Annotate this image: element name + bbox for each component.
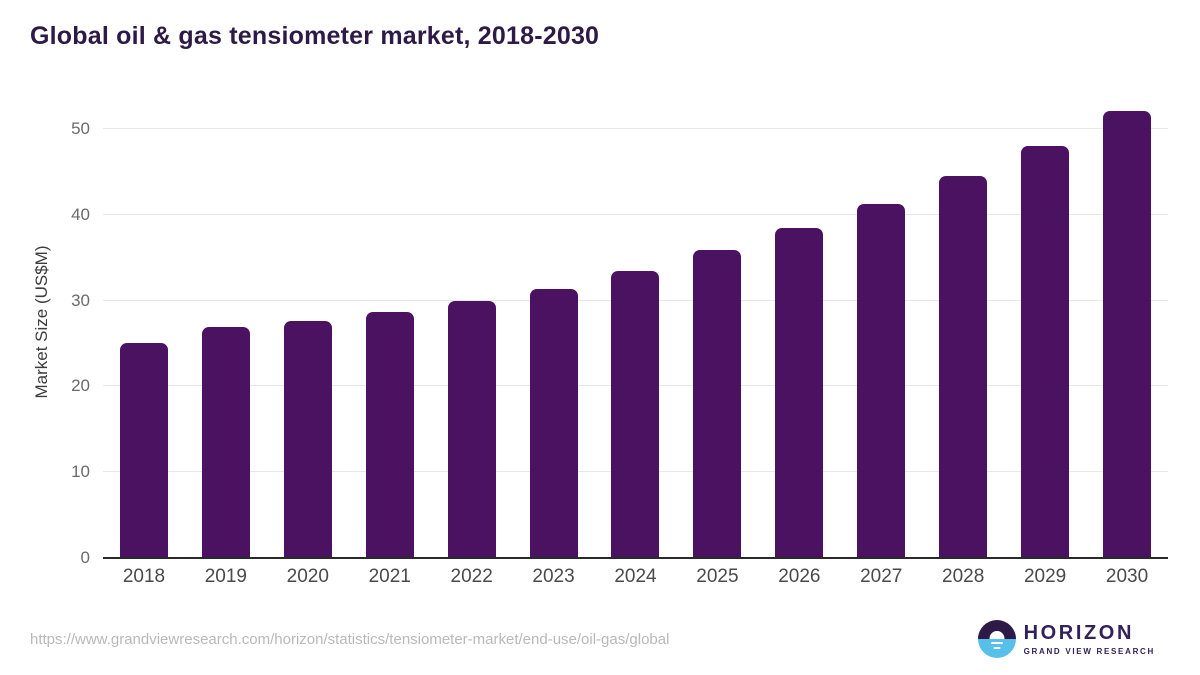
chart-title: Global oil & gas tensiometer market, 201… bbox=[30, 22, 600, 50]
x-tick-label: 2024 bbox=[614, 566, 657, 587]
x-axis-line bbox=[103, 557, 1168, 559]
x-tick-label: 2030 bbox=[1105, 566, 1149, 587]
bar-slot bbox=[840, 86, 922, 558]
bar-2028 bbox=[939, 176, 988, 558]
bar-2020 bbox=[283, 321, 332, 558]
logo-text: HORIZON GRAND VIEW RESEARCH bbox=[1024, 623, 1155, 656]
horizon-logo-icon bbox=[977, 620, 1016, 658]
x-tick-label: 2021 bbox=[368, 566, 411, 587]
bar-2027 bbox=[857, 204, 906, 558]
bar-2023 bbox=[529, 289, 578, 558]
bar-slot bbox=[1004, 86, 1086, 558]
y-axis-tick-labels: 0 10 20 30 40 50 bbox=[0, 86, 90, 567]
bar-slot bbox=[513, 86, 595, 558]
bar-2019 bbox=[201, 327, 250, 558]
bar-slot bbox=[267, 86, 349, 558]
sun-reflection-line bbox=[990, 642, 1003, 644]
y-tick-label: 0 bbox=[80, 548, 90, 567]
x-tick-label: 2022 bbox=[450, 566, 493, 587]
y-tick-label: 40 bbox=[71, 204, 90, 224]
bar-slot bbox=[185, 86, 267, 558]
x-tick-label: 2029 bbox=[1023, 566, 1067, 587]
bar-series bbox=[103, 86, 1168, 558]
x-tick-label: 2025 bbox=[696, 566, 739, 587]
x-tick-label: 2023 bbox=[532, 566, 575, 587]
x-tick-label: 2018 bbox=[122, 566, 166, 587]
logo-sky-half bbox=[977, 620, 1016, 639]
bar-2026 bbox=[775, 228, 824, 558]
logo-subtitle: GRAND VIEW RESEARCH bbox=[1023, 646, 1155, 656]
bar-slot bbox=[349, 86, 431, 558]
plot-area bbox=[103, 86, 1168, 559]
y-tick-label: 30 bbox=[71, 290, 90, 310]
sun-icon bbox=[989, 631, 1005, 639]
sun-reflection-line bbox=[993, 647, 1001, 649]
source-url: https://www.grandviewresearch.com/horizo… bbox=[30, 631, 670, 648]
bar-slot bbox=[1086, 86, 1168, 558]
bar-slot bbox=[758, 86, 840, 558]
bar-slot bbox=[103, 86, 185, 558]
bar-2018 bbox=[119, 342, 168, 558]
logo-name: HORIZON bbox=[1023, 621, 1134, 644]
x-tick-label: 2020 bbox=[286, 566, 329, 587]
horizon-logo: HORIZON GRAND VIEW RESEARCH bbox=[977, 620, 1155, 658]
bar-2024 bbox=[611, 271, 660, 558]
bar-2030 bbox=[1103, 110, 1152, 558]
x-tick-label: 2026 bbox=[778, 566, 821, 587]
y-tick-label: 50 bbox=[71, 118, 90, 138]
bar-2025 bbox=[693, 249, 742, 558]
x-tick-label: 2019 bbox=[204, 566, 248, 587]
bar-slot bbox=[595, 86, 677, 558]
bar-slot bbox=[431, 86, 513, 558]
gridline bbox=[103, 213, 1168, 215]
y-tick-label: 10 bbox=[71, 462, 90, 482]
y-tick-label: 20 bbox=[71, 376, 90, 396]
bar-slot bbox=[676, 86, 758, 558]
x-axis-tick-labels: 2018 2019 2020 2021 2022 2023 2024 2025 2026 2027… bbox=[103, 566, 1168, 588]
x-tick-label: 2028 bbox=[942, 566, 985, 587]
bar-slot bbox=[922, 86, 1004, 558]
bar-2021 bbox=[365, 311, 414, 558]
gridline bbox=[103, 127, 1168, 129]
x-tick-label: 2027 bbox=[860, 566, 903, 587]
bar-2022 bbox=[447, 300, 496, 558]
bar-2029 bbox=[1021, 146, 1070, 558]
